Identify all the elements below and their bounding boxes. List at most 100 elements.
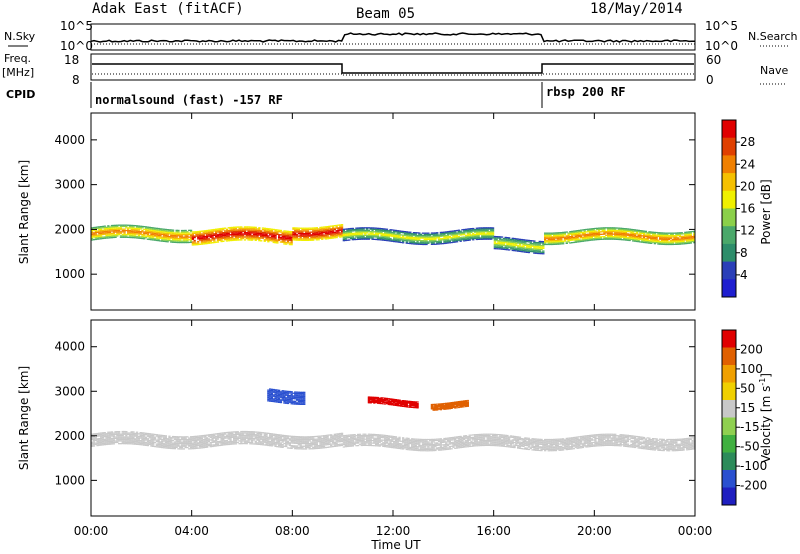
heatmap-cell (349, 436, 353, 438)
heatmap-cell (127, 432, 130, 434)
heatmap-cell (608, 234, 611, 236)
heatmap-cell (508, 245, 511, 247)
heatmap-cell (448, 230, 451, 233)
heatmap-cell (301, 445, 304, 447)
heatmap-cell (348, 444, 351, 446)
heatmap-cell (116, 234, 119, 236)
heatmap-cell (362, 437, 365, 439)
heatmap-cell (245, 440, 248, 442)
heatmap-cell (200, 242, 203, 244)
heatmap-cell (240, 233, 243, 235)
heatmap-cell (430, 240, 434, 242)
heatmap-cell (229, 226, 232, 229)
heatmap-cell (319, 232, 322, 234)
heatmap-cell (423, 442, 426, 444)
heatmap-cell (322, 445, 326, 448)
heatmap-cell (603, 227, 606, 229)
heatmap-cell (283, 243, 286, 245)
heatmap-cell (91, 239, 94, 241)
heatmap-cell (527, 249, 531, 251)
heatmap-cell (518, 240, 522, 242)
heatmap-cell (540, 248, 543, 251)
heatmap-cell (251, 443, 254, 445)
heatmap-cell (430, 238, 434, 240)
heatmap-cell (247, 236, 250, 238)
heatmap-cell (303, 437, 306, 439)
heatmap-cell (571, 242, 574, 244)
heatmap-cell (159, 230, 162, 233)
heatmap-cell (382, 437, 385, 439)
heatmap-cell (384, 238, 387, 240)
heatmap-cell (242, 440, 245, 442)
heatmap-cell (427, 236, 430, 238)
heatmap-cell (295, 446, 299, 448)
heatmap-cell (393, 447, 396, 449)
heatmap-cell (105, 438, 108, 440)
heatmap-cell (380, 231, 383, 234)
heatmap-cell (249, 226, 252, 228)
heatmap-cell (220, 441, 223, 444)
heatmap-cell (243, 438, 247, 441)
heatmap-cell (610, 229, 613, 231)
heatmap-cell (245, 237, 248, 240)
heatmap-cell (333, 444, 336, 446)
heatmap-cell (206, 231, 209, 233)
heatmap-cell (317, 236, 320, 238)
heatmap-cell (315, 229, 318, 232)
heatmap-cell (110, 235, 114, 237)
heatmap-cell (249, 437, 252, 439)
heatmap-cell (457, 443, 460, 445)
heatmap-cell (135, 226, 139, 228)
heatmap-cell (100, 235, 103, 237)
heatmap-cell (553, 233, 556, 235)
heatmap-cell (439, 231, 442, 234)
heatmap-cell (236, 236, 239, 238)
heatmap-cell (328, 225, 331, 227)
heatmap-cell (166, 237, 169, 239)
heatmap-cell (96, 438, 99, 440)
heatmap-cell (234, 435, 238, 437)
heatmap-cell (660, 242, 664, 244)
heatmap-cell (432, 443, 435, 445)
heatmap-cell (171, 236, 175, 238)
heatmap-cell (373, 231, 376, 233)
heatmap-cell (517, 245, 520, 247)
heatmap-cell (366, 434, 369, 436)
heatmap-cell (130, 437, 133, 440)
heatmap-cell (148, 238, 151, 241)
heatmap-cell (337, 224, 340, 226)
heatmap-cell (276, 240, 279, 243)
heatmap-cell (490, 237, 493, 239)
heatmap-cell (590, 231, 593, 234)
heatmap-cell (238, 440, 241, 442)
heatmap-cell (274, 240, 277, 242)
heatmap-cell (206, 438, 209, 440)
heatmap-cell (346, 434, 349, 436)
heatmap-cell (312, 446, 315, 448)
heatmap-cell (260, 233, 263, 235)
heatmap-cell (671, 242, 674, 244)
heatmap-cell (468, 239, 471, 241)
heatmap-cell (506, 243, 509, 245)
heatmap-cell (180, 436, 184, 438)
heatmap-cell (443, 234, 446, 236)
heatmap-cell (324, 446, 327, 449)
heatmap-cell (294, 228, 297, 230)
heatmap-cell (500, 241, 504, 244)
heatmap-cell (110, 227, 114, 229)
heatmap-cell (123, 228, 126, 230)
heatmap-cell (278, 446, 281, 448)
heatmap-cell (461, 445, 464, 447)
heatmap-cell (481, 442, 484, 444)
heatmap-cell (238, 229, 241, 231)
heatmap-cell (538, 248, 541, 251)
heatmap-cell (420, 237, 423, 239)
heatmap-cell (191, 232, 194, 235)
heatmap-cell (389, 240, 392, 242)
heatmap-cell (666, 232, 669, 234)
heatmap-cell (109, 438, 112, 440)
heatmap-cell (101, 440, 105, 442)
heatmap-cell (278, 238, 281, 240)
heatmap-cell (513, 244, 516, 246)
heatmap-cell (536, 247, 540, 249)
